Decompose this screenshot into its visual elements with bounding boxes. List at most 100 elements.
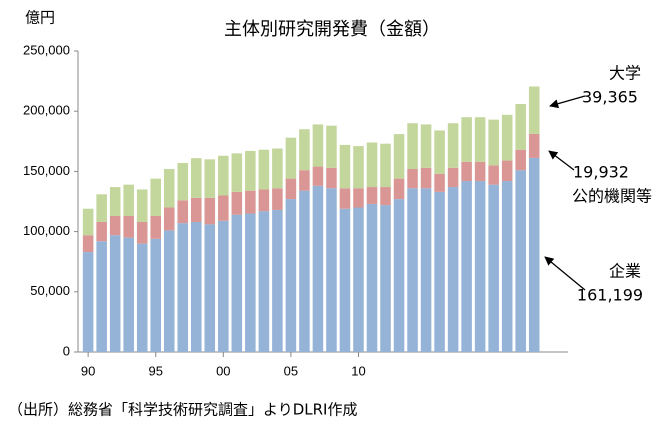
bar-segment <box>407 123 418 169</box>
bar-segment <box>393 199 405 352</box>
bar-segment <box>150 238 161 352</box>
bar-segment <box>177 162 189 201</box>
source-note: （出所）総務省「科学技術研究調査」よりDLRI作成 <box>8 401 357 419</box>
bar-segment <box>204 197 216 225</box>
bar-segment <box>461 117 472 162</box>
bar-segment <box>204 224 216 352</box>
bar-segment <box>299 190 310 352</box>
bar-segment <box>272 148 283 189</box>
bar-segment <box>447 167 459 188</box>
bar-segment <box>218 195 229 221</box>
data-label: 39,365 <box>582 88 638 107</box>
bar-segment <box>326 125 337 168</box>
bar-segment <box>123 215 134 238</box>
bar-segment <box>339 188 351 209</box>
bar-segment <box>434 173 445 192</box>
y-tick-label: 100,000 <box>23 223 70 238</box>
bar-segment <box>407 168 418 189</box>
bar-segment <box>218 220 229 352</box>
legend-label: 大学 <box>609 64 641 83</box>
bar-segment <box>136 243 148 352</box>
bar-segment <box>245 150 256 191</box>
bar-segment <box>501 114 513 161</box>
bar-segment <box>515 170 526 352</box>
annotation-arrow <box>548 150 575 171</box>
bar-segment <box>515 149 526 171</box>
bar-segment <box>474 181 486 352</box>
x-tick-label: 10 <box>351 363 365 378</box>
bar-segment <box>501 181 513 352</box>
bar-segment <box>163 230 175 352</box>
bar-segment <box>312 124 324 167</box>
bar-segment <box>163 168 175 208</box>
bar-segment <box>380 205 391 352</box>
bar-segment <box>528 157 540 352</box>
bar-segment <box>420 167 432 189</box>
bar-segment <box>488 184 499 352</box>
bar-segment <box>177 200 189 224</box>
bar-segment <box>82 208 94 236</box>
bar-segment <box>528 86 540 134</box>
bar-segment <box>150 215 161 239</box>
bar-segment <box>123 237 134 352</box>
bar-segment <box>393 178 405 200</box>
bar-segment <box>191 158 202 198</box>
chart-title: 主体別研究開発費（金額） <box>224 19 440 40</box>
bar-segment <box>515 103 526 150</box>
bar-segment <box>528 133 540 158</box>
bar-segment <box>136 221 148 244</box>
bar-segment <box>204 159 216 198</box>
bar-segment <box>299 170 310 191</box>
bar-segment <box>366 187 378 204</box>
bar-segment <box>218 155 229 196</box>
bar-segment <box>474 161 486 182</box>
bar-segment <box>420 124 432 168</box>
bar-segment <box>434 191 445 352</box>
bar-segment <box>299 129 310 171</box>
bar-segment <box>488 119 499 166</box>
bar-segment <box>326 167 337 189</box>
bar-segment <box>96 194 107 222</box>
bar-segment <box>191 221 202 352</box>
bar-segment <box>82 235 94 253</box>
bar-segment <box>123 184 134 216</box>
bar-segment <box>96 221 107 242</box>
bar-segment <box>461 181 472 352</box>
bar-segment <box>353 207 364 352</box>
bar-segment <box>501 160 513 182</box>
bar-segment <box>177 223 189 352</box>
bar-segment <box>96 241 107 352</box>
bar-segment <box>231 214 243 352</box>
bar-segment <box>136 189 148 222</box>
bar-segment <box>285 137 297 179</box>
legend-label: 公的機関等 <box>572 187 652 206</box>
x-tick-label: 00 <box>216 363 230 378</box>
bar-segment <box>272 209 283 352</box>
bar-segment <box>312 185 324 352</box>
bar-segment <box>231 153 243 192</box>
bar-segment <box>339 208 351 352</box>
bar-segment <box>407 188 418 352</box>
bar-segment <box>380 187 391 206</box>
bar-segment <box>353 146 364 189</box>
y-tick-label: 150,000 <box>23 163 70 178</box>
bar-segment <box>488 165 499 185</box>
bar-segment <box>272 188 283 210</box>
bar-segment <box>109 235 121 352</box>
bar-segment <box>191 197 202 222</box>
bar-segment <box>82 252 94 352</box>
annotation-arrow <box>544 256 586 291</box>
y-tick-label: 50,000 <box>30 283 70 298</box>
x-tick-label: 05 <box>284 363 298 378</box>
bar-segment <box>474 117 486 162</box>
x-tick-label: 90 <box>81 363 95 378</box>
bar-segment <box>163 207 175 231</box>
bar-segment <box>312 166 324 186</box>
y-tick-label: 250,000 <box>23 42 70 57</box>
y-tick-label: 200,000 <box>23 103 70 118</box>
data-label: 19,932 <box>573 163 629 182</box>
bar-segment <box>326 188 337 352</box>
data-label: 161,199 <box>577 286 643 305</box>
bar-segment <box>447 187 459 352</box>
